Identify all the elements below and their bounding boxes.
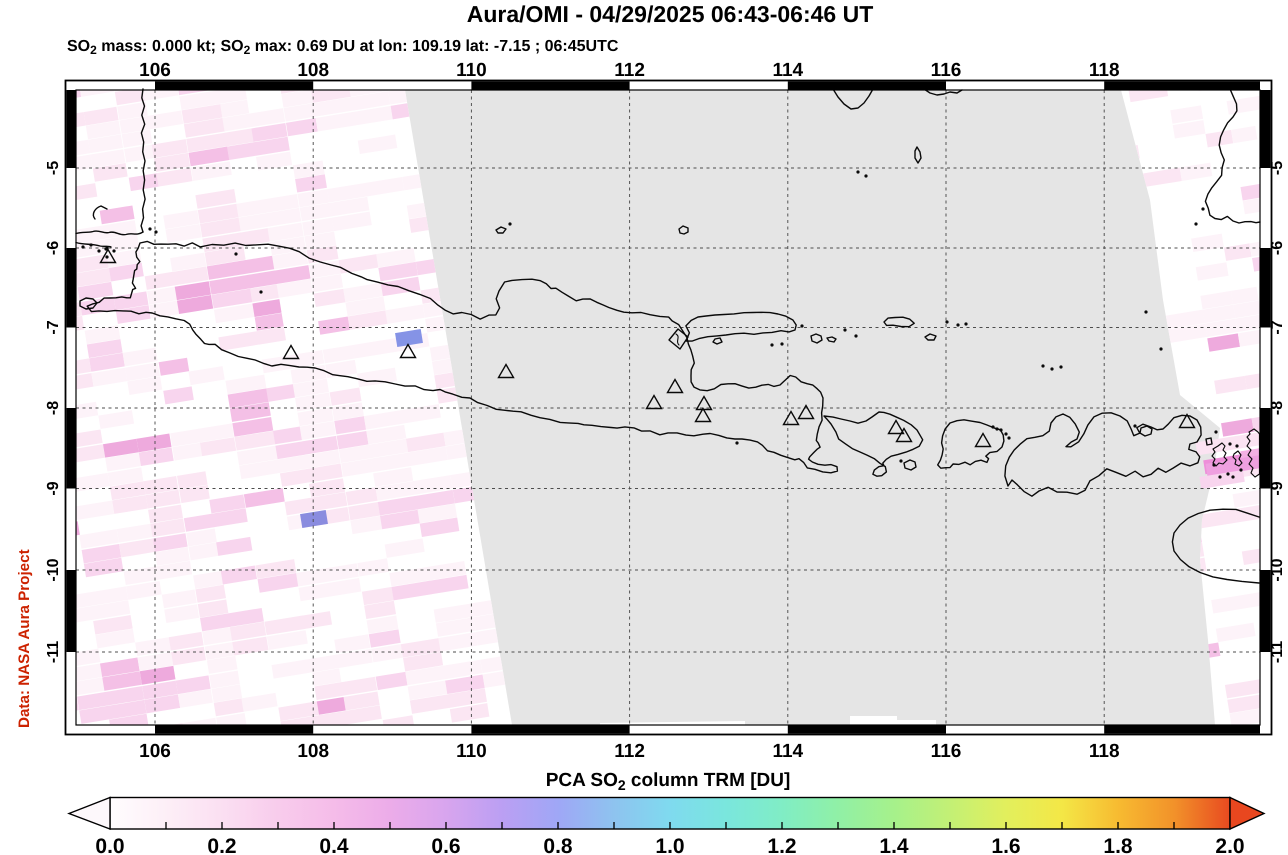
- svg-text:PCA SO2 column TRM [DU]: PCA SO2 column TRM [DU]: [546, 770, 791, 793]
- svg-text:108: 108: [297, 60, 329, 81]
- svg-text:-8: -8: [45, 401, 62, 415]
- svg-text:SO2 mass: 0.000 kt; SO2 max: 0: SO2 mass: 0.000 kt; SO2 max: 0.69 DU at …: [67, 38, 619, 57]
- svg-text:116: 116: [931, 741, 962, 762]
- svg-text:106: 106: [139, 60, 171, 81]
- svg-text:-9: -9: [45, 481, 62, 495]
- svg-text:-11: -11: [45, 641, 62, 663]
- svg-text:-6: -6: [1269, 241, 1286, 255]
- svg-text:114: 114: [772, 60, 803, 81]
- svg-text:2.0: 2.0: [1215, 835, 1244, 855]
- svg-text:118: 118: [1089, 60, 1120, 81]
- svg-text:110: 110: [456, 60, 487, 81]
- svg-text:112: 112: [614, 60, 645, 81]
- svg-text:1.8: 1.8: [1103, 835, 1133, 855]
- svg-text:0.6: 0.6: [431, 835, 460, 855]
- svg-text:114: 114: [772, 741, 803, 762]
- svg-text:-5: -5: [1269, 161, 1286, 175]
- svg-text:-10: -10: [1269, 558, 1286, 581]
- svg-text:-8: -8: [1269, 401, 1286, 415]
- svg-text:-11: -11: [1269, 641, 1286, 663]
- svg-text:1.2: 1.2: [767, 835, 796, 855]
- svg-text:-7: -7: [45, 320, 62, 334]
- svg-text:118: 118: [1089, 741, 1120, 762]
- svg-text:-9: -9: [1269, 481, 1286, 495]
- svg-text:-5: -5: [45, 161, 62, 175]
- svg-text:108: 108: [297, 741, 329, 762]
- svg-text:1.0: 1.0: [655, 835, 684, 855]
- svg-text:0.8: 0.8: [543, 835, 573, 855]
- svg-text:112: 112: [614, 741, 645, 762]
- svg-text:0.0: 0.0: [95, 835, 124, 855]
- svg-text:-6: -6: [45, 241, 62, 255]
- svg-text:Aura/OMI - 04/29/2025 06:43-06: Aura/OMI - 04/29/2025 06:43-06:46 UT: [467, 1, 874, 27]
- svg-text:-7: -7: [1269, 320, 1286, 334]
- svg-text:-10: -10: [45, 558, 62, 581]
- svg-text:1.6: 1.6: [991, 835, 1020, 855]
- svg-text:106: 106: [139, 741, 171, 762]
- svg-text:0.4: 0.4: [319, 835, 349, 855]
- svg-text:0.2: 0.2: [207, 835, 236, 855]
- svg-text:Data: NASA Aura Project: Data: NASA Aura Project: [16, 549, 33, 728]
- svg-text:116: 116: [931, 60, 962, 81]
- svg-text:1.4: 1.4: [879, 835, 909, 855]
- svg-text:110: 110: [456, 741, 487, 762]
